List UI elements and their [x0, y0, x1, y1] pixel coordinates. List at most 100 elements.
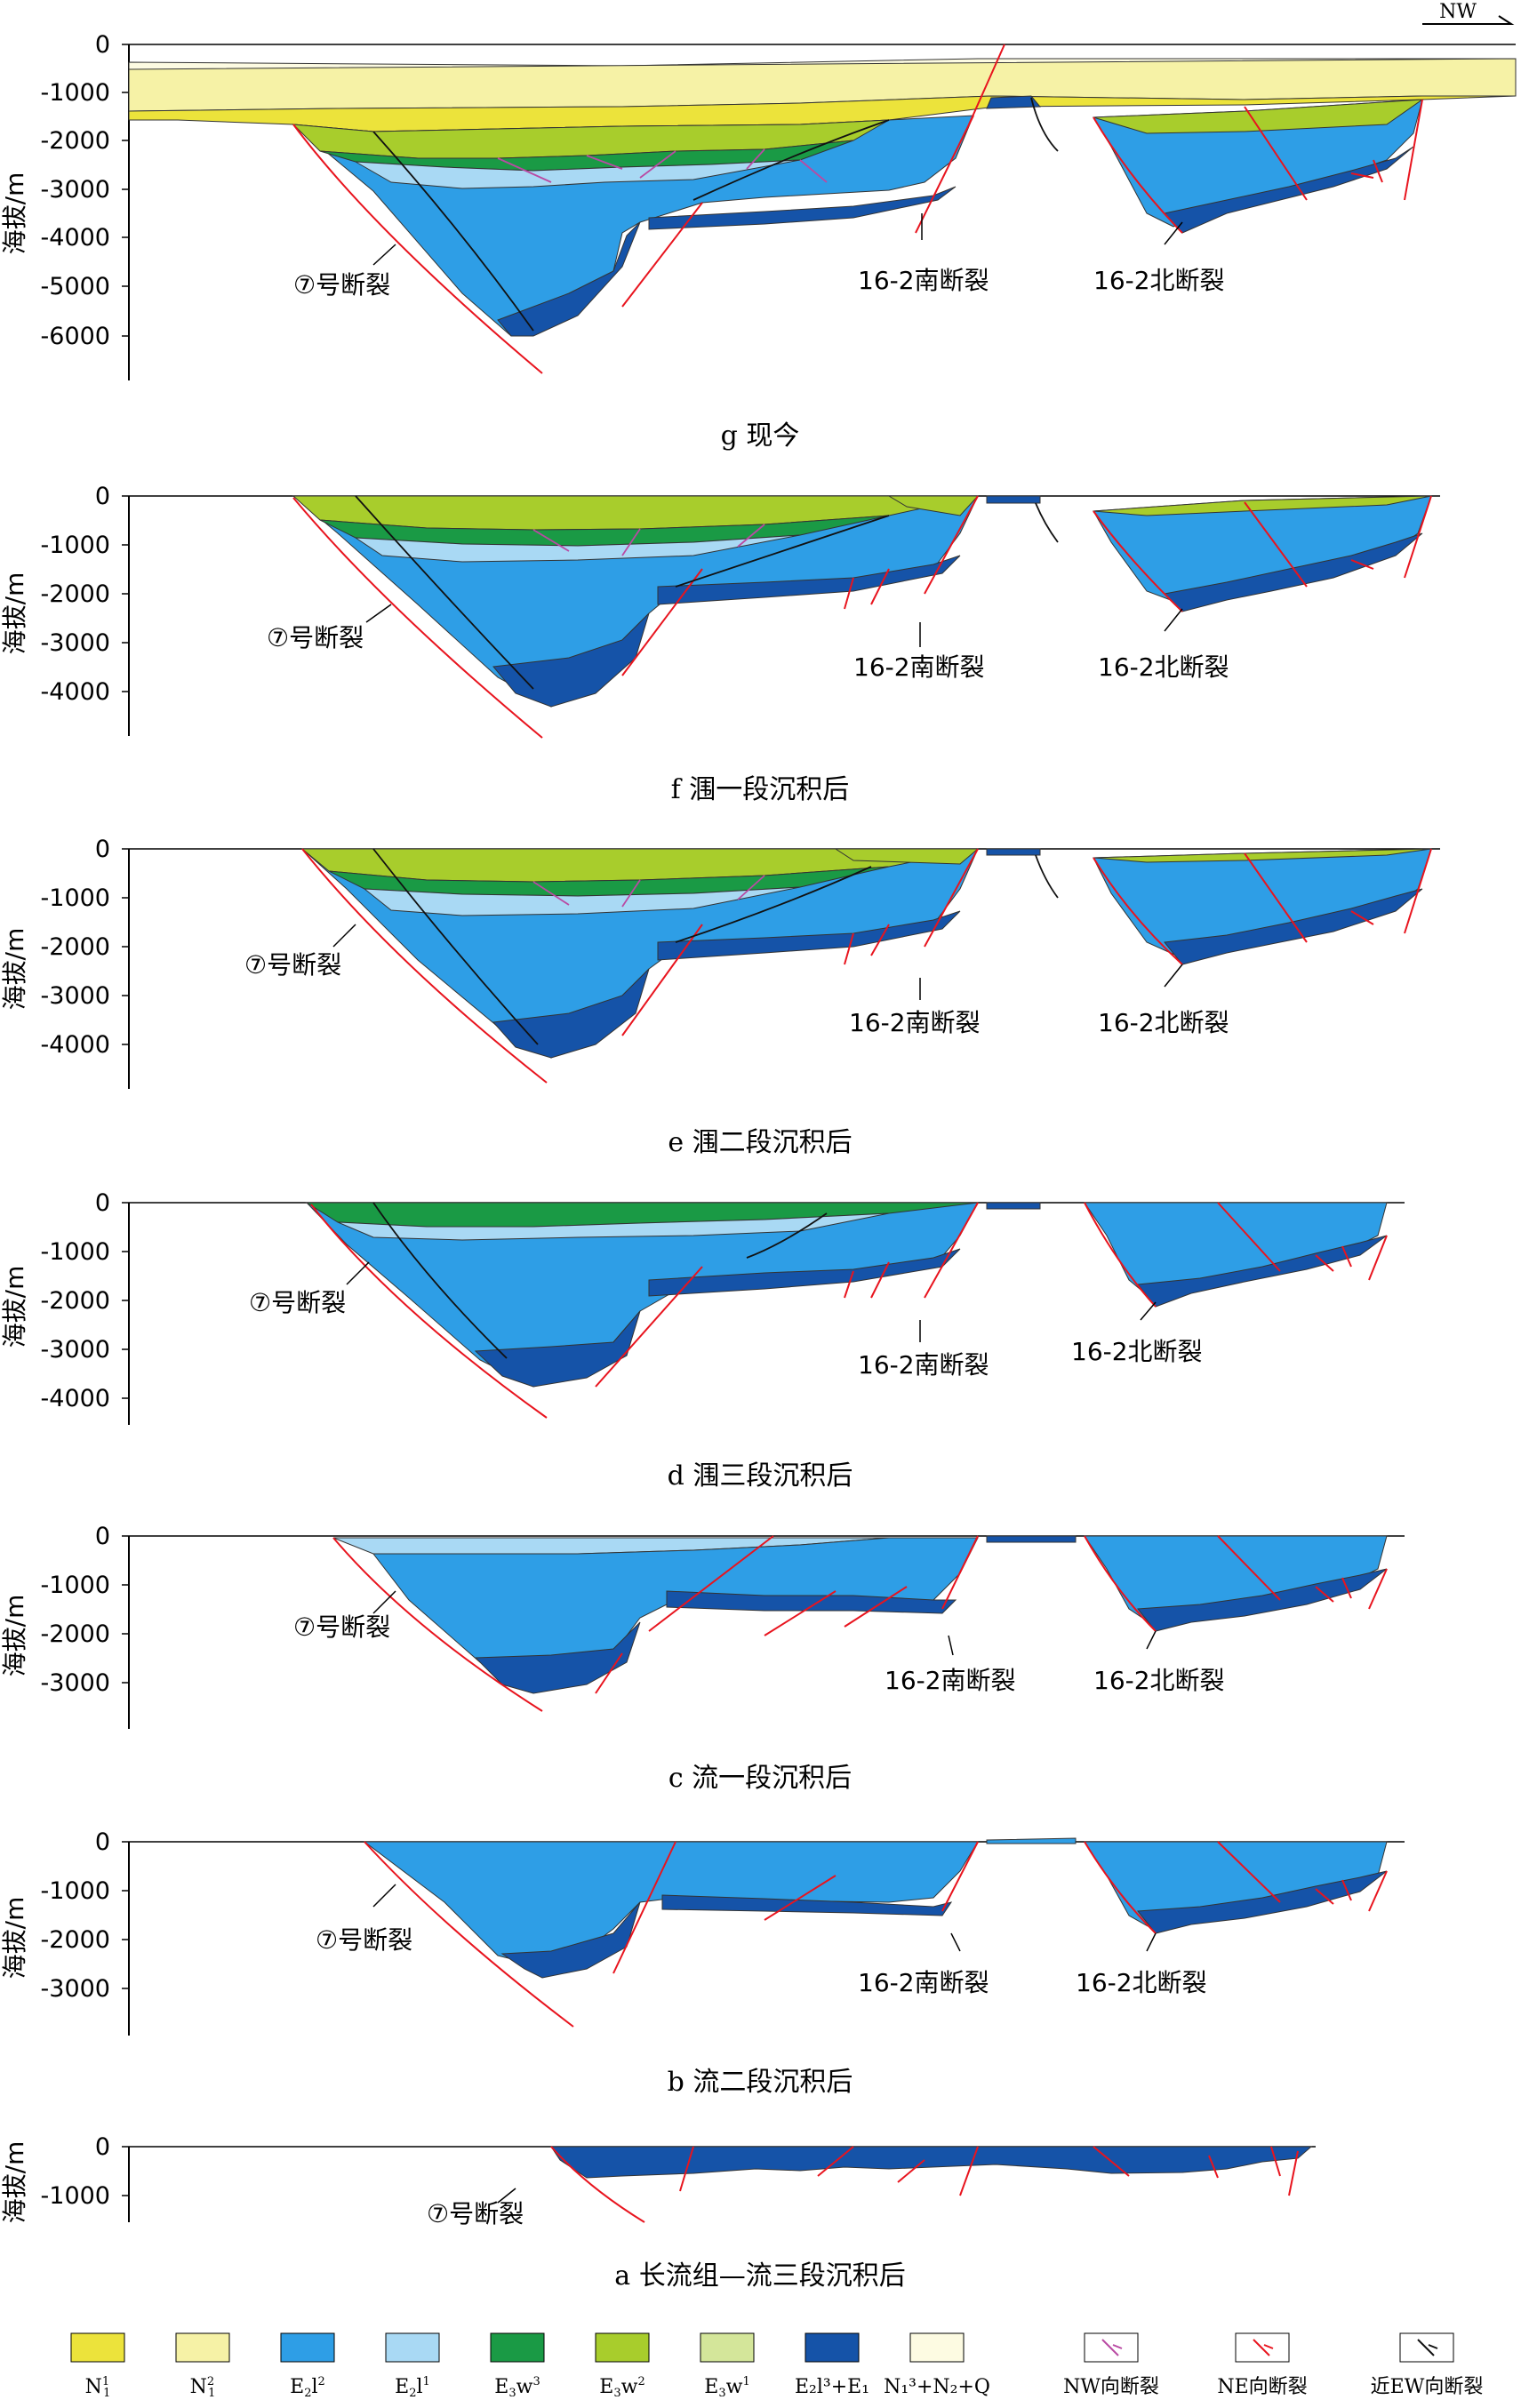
fault-red — [941, 1841, 979, 1912]
fault-black — [1035, 854, 1059, 899]
fault-red — [1368, 1235, 1388, 1281]
fault-label: ⑦号断裂 — [316, 1925, 412, 1955]
panel-c: 0 -1000 -2000 -3000 海拔/m ⑦号断裂 16-2南断裂 16… — [0, 1523, 1405, 1794]
fault-black — [355, 495, 534, 690]
tick-label: -3000 — [41, 1669, 110, 1697]
svg-text:NE向断裂: NE向断裂 — [1217, 2376, 1307, 2398]
tick-label: -2000 — [41, 1620, 110, 1648]
layer-e2l3-right — [1137, 1870, 1388, 1934]
fault-red — [1350, 172, 1374, 179]
panel-caption: g 现今 — [721, 420, 800, 452]
uplift-block — [986, 848, 1041, 856]
legend-item-n1-1: N1 1 — [70, 2332, 125, 2400]
nw-arrow: NW — [1422, 1, 1515, 25]
panel-caption: d 涠三段沉积后 — [668, 1460, 853, 1492]
layer-e2l3-mid — [657, 910, 961, 961]
fault-red — [1404, 848, 1432, 934]
tick-label: -4000 — [41, 678, 110, 706]
svg-text:E₂l³+E₁: E₂l³+E₁ — [795, 2376, 869, 2398]
fault-red — [1217, 1202, 1281, 1272]
tick-label: 0 — [95, 1189, 110, 1217]
layer-e2l3-e1 — [550, 2146, 1313, 2179]
layer-e3w2-right — [1093, 99, 1424, 134]
fault-label: 16-2北断裂 — [1098, 1008, 1229, 1037]
svg-text:E3w1: E3w1 — [704, 2375, 749, 2400]
legend-item-e3w1: E3w1 — [700, 2332, 755, 2400]
legend-item-e3w2: E3w2 — [595, 2332, 650, 2400]
fault-red — [844, 910, 1374, 965]
tick-label: -2000 — [41, 933, 110, 961]
tick-label: -3000 — [41, 629, 110, 657]
fault-black — [1035, 502, 1059, 543]
layer-e2l3-left — [497, 221, 641, 337]
panel-b: 0 -1000 -2000 -3000 海拔/m ⑦号断裂 16-2南断裂 16… — [0, 1828, 1405, 2098]
nw-fault-icon — [1101, 2339, 1123, 2356]
uplift-block — [986, 1535, 1077, 1543]
svg-text:NW: NW — [1439, 1, 1477, 23]
layer-e2l3-left — [474, 1621, 641, 1694]
fault-red — [924, 495, 979, 595]
fault-label: 16-2南断裂 — [885, 1666, 1016, 1695]
legend-item-ne-fault: NE向断裂 — [1217, 2332, 1308, 2398]
tick-label: 0 — [95, 31, 110, 59]
fault-red — [1368, 1568, 1388, 1610]
legend-item-ew-fault: 近EW向断裂 — [1371, 2332, 1484, 2398]
ne-fault-icon — [1253, 2339, 1274, 2356]
fault-black — [692, 119, 890, 201]
legend-item-n-q: N₁³+N₂+Q — [884, 2332, 990, 2398]
fault-purple — [497, 148, 828, 183]
legend-item-e2l1: E2l1 — [385, 2332, 440, 2400]
y-axis-label: 海拔/m — [0, 2141, 29, 2224]
y-axis-label: 海拔/m — [0, 1266, 29, 1348]
fault-label: 16-2南断裂 — [858, 1350, 989, 1380]
tick-label: 0 — [95, 1828, 110, 1856]
fault-7 — [310, 1204, 548, 1419]
fault-red — [844, 1245, 1352, 1299]
tick-label: -4000 — [41, 1031, 110, 1059]
fault-red — [1244, 106, 1308, 201]
layer-e2l3-right — [1164, 888, 1423, 965]
fault-red — [844, 559, 1374, 610]
tick-label: -2000 — [41, 127, 110, 155]
tick-label: 0 — [95, 2133, 110, 2161]
tick-label: -2000 — [41, 580, 110, 608]
tick-label: -4000 — [41, 1385, 110, 1412]
y-axis-label: 海拔/m — [0, 1595, 29, 1677]
fault-label: ⑦号断裂 — [293, 270, 390, 300]
fault-7 — [292, 497, 543, 739]
fault-red — [648, 1535, 774, 1632]
fault-label: 16-2北断裂 — [1076, 1968, 1207, 1997]
layer-e3w2-right — [1093, 495, 1432, 516]
fault-red — [1373, 159, 1383, 183]
fault-7 — [292, 124, 543, 374]
tick-label: -6000 — [41, 323, 110, 350]
panel-g: 0 -1000 -2000 -3000 -4000 -5000 -6000 海拔… — [0, 1, 1517, 452]
fault-label: 16-2北断裂 — [1071, 1337, 1203, 1366]
fault-label: 16-2北断裂 — [1093, 1666, 1225, 1695]
panel-e: 0 -1000 -2000 -3000 -4000 海拔/m ⑦号断裂 16-2… — [0, 836, 1440, 1158]
panel-caption: b 流二段沉积后 — [668, 2067, 853, 2098]
layer-e2l3-mid — [666, 1590, 957, 1614]
layer-e2l3-left — [492, 968, 650, 1059]
tick-label: -3000 — [41, 1336, 110, 1364]
fault-red — [1244, 852, 1308, 943]
svg-text:E2l1: E2l1 — [395, 2375, 430, 2400]
legend-item-e3w3: E3w3 — [490, 2332, 545, 2400]
panel-a: 0 -1000 海拔/m ⑦号断裂 a 长流组—流三段沉积后 — [0, 2133, 1316, 2292]
layer-e2l3-right — [1137, 1235, 1388, 1308]
fault-red — [1084, 1535, 1157, 1632]
panel-caption: f 涠一段沉积后 — [671, 774, 850, 805]
layer-e2l3-right — [1137, 1568, 1388, 1632]
layer-e2l3-right — [1164, 146, 1414, 234]
panel-f: 0 -1000 -2000 -3000 -4000 海拔/m ⑦号断裂 16-2… — [0, 483, 1440, 805]
tick-label: -1000 — [41, 1572, 110, 1599]
fault-red — [595, 1266, 703, 1388]
fault-black — [675, 866, 872, 943]
uplift-block — [986, 1837, 1077, 1844]
tick-label: -2000 — [41, 1926, 110, 1954]
svg-text:近EW向断裂: 近EW向断裂 — [1371, 2376, 1484, 2398]
fault-red — [612, 1841, 676, 1974]
fault-label: ⑦号断裂 — [293, 1612, 390, 1642]
fault-label: 16-2北断裂 — [1098, 652, 1229, 682]
